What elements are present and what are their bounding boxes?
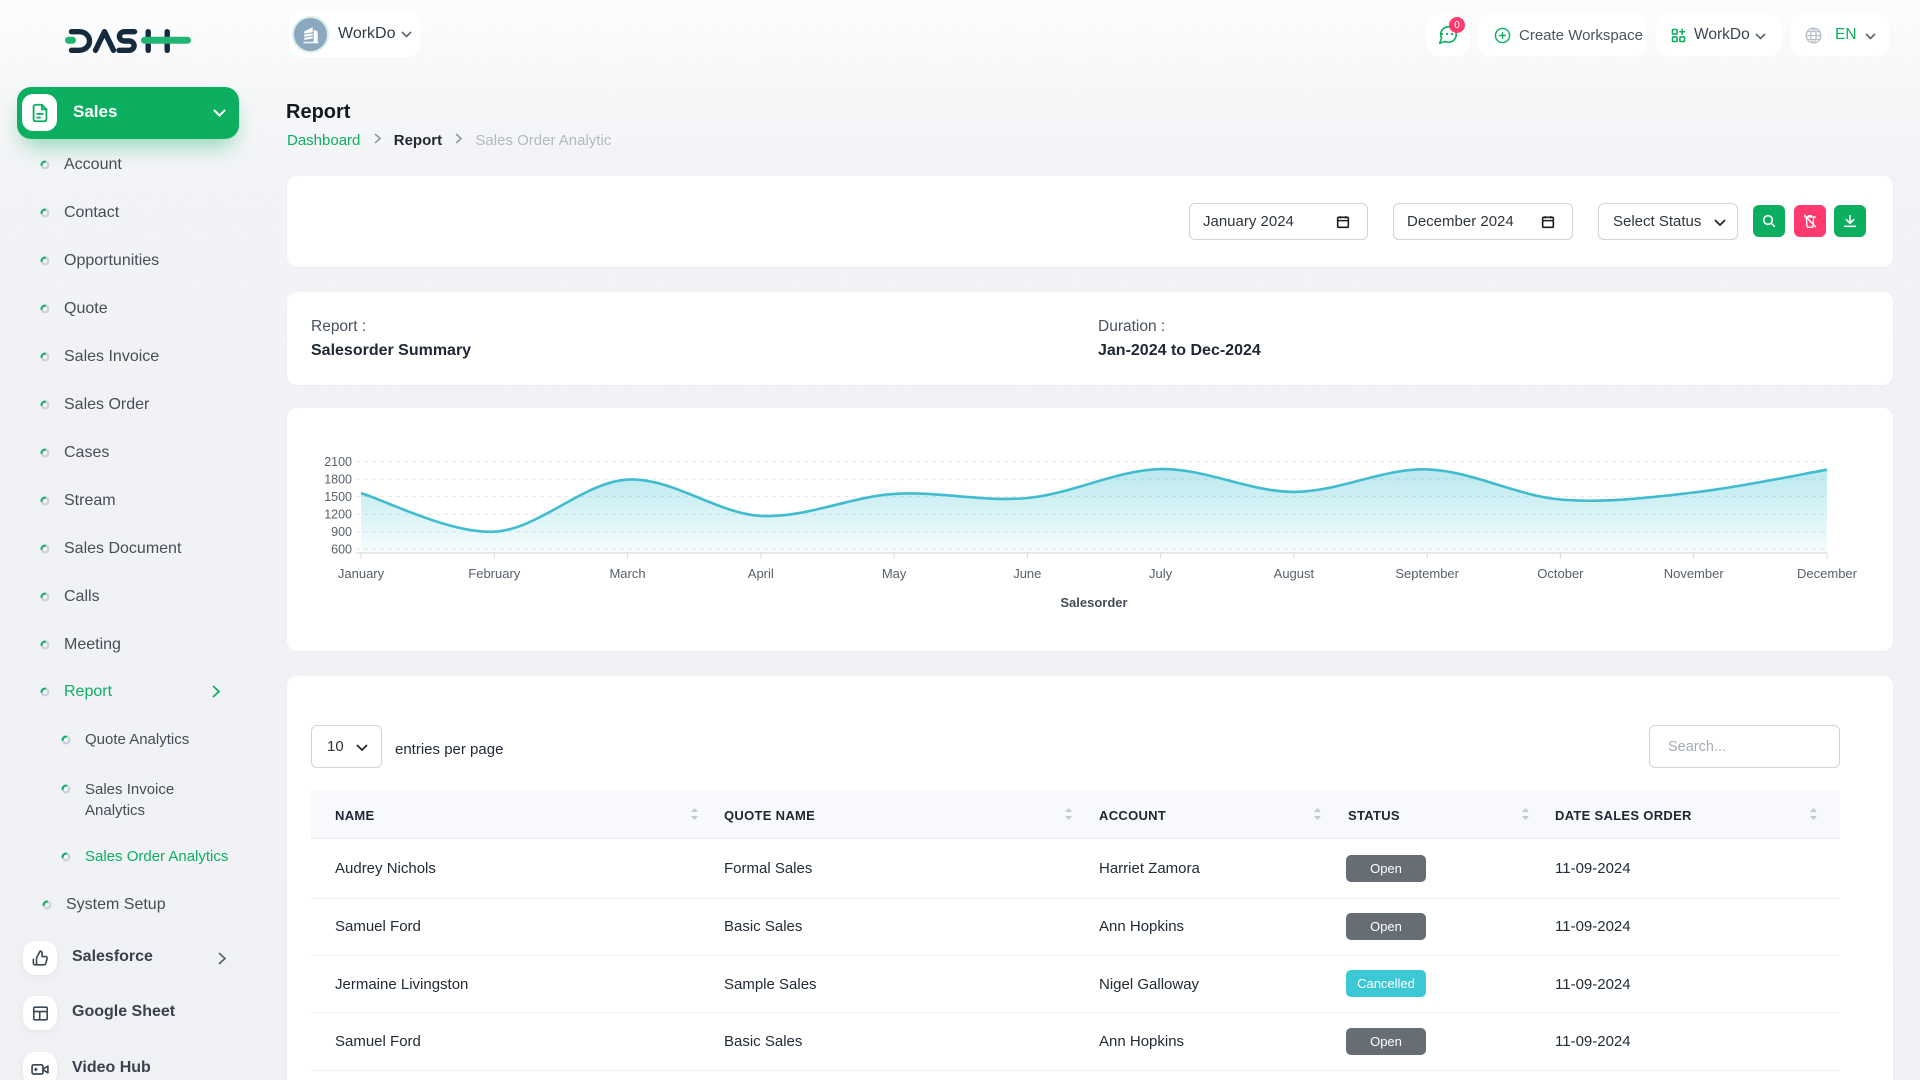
svg-text:900: 900 [331, 525, 352, 539]
svg-text:October: October [1537, 566, 1584, 581]
svg-text:Salesorder: Salesorder [1060, 595, 1127, 610]
svg-text:1500: 1500 [324, 490, 352, 504]
svg-text:November: November [1664, 566, 1725, 581]
svg-text:August: August [1274, 566, 1315, 581]
svg-text:April: April [748, 566, 774, 581]
svg-text:June: June [1013, 566, 1041, 581]
svg-text:September: September [1395, 566, 1459, 581]
svg-text:July: July [1149, 566, 1173, 581]
svg-text:600: 600 [331, 543, 352, 557]
svg-text:2100: 2100 [324, 455, 352, 469]
svg-text:May: May [882, 566, 907, 581]
svg-text:February: February [468, 566, 521, 581]
svg-text:January: January [338, 566, 385, 581]
svg-text:March: March [609, 566, 645, 581]
svg-text:1800: 1800 [324, 473, 352, 487]
svg-text:December: December [1797, 566, 1858, 581]
svg-text:1200: 1200 [324, 508, 352, 522]
